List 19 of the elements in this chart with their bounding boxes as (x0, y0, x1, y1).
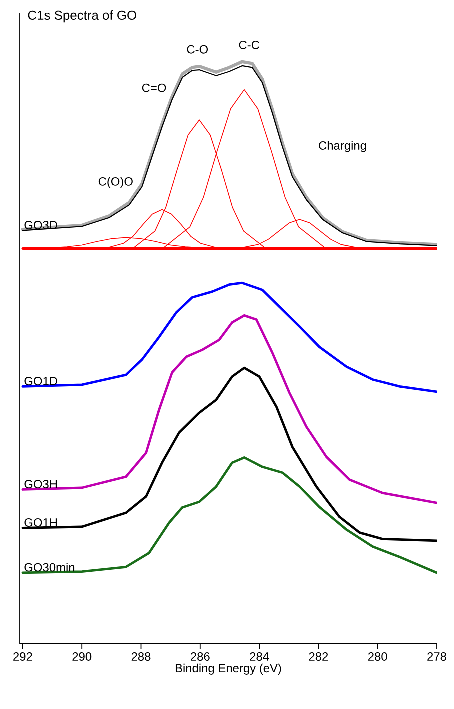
x-tick-label: 278 (428, 652, 446, 661)
x-tick-label: 288 (132, 652, 151, 661)
annotation: Charging (319, 141, 366, 152)
series-label: GO3H (24, 480, 58, 489)
annotation: C(O)O (98, 177, 133, 188)
x-tick-label: 286 (191, 652, 210, 661)
annotation: C=O (142, 84, 166, 92)
x-tick-label: 282 (309, 652, 328, 661)
series-label: GO30min (24, 563, 75, 572)
x-tick-label: 290 (72, 652, 92, 661)
x-axis-title: Binding Energy (eV) (176, 664, 282, 675)
x-tick-label: 292 (14, 652, 32, 661)
text: C-C (239, 40, 260, 50)
series-label: GO1H (24, 518, 58, 527)
x-tick-label: 280 (368, 652, 388, 661)
series-label: GO1D (24, 377, 58, 386)
chart-title: C1s Spectra of GO (28, 10, 136, 23)
x-tick-label: 284 (250, 652, 270, 661)
text: C-O (187, 45, 208, 54)
